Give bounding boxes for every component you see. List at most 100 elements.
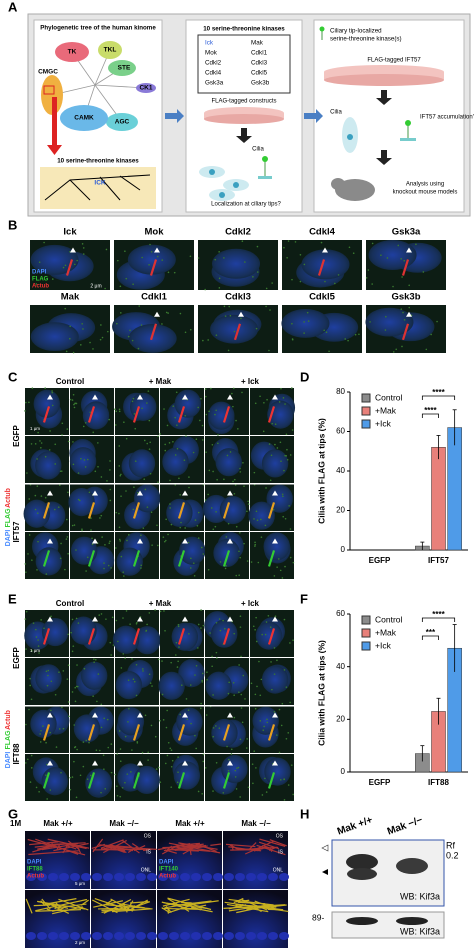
speckle [156,524,158,527]
speckle [66,536,69,538]
speckle [28,498,31,500]
label: 0.2 [446,850,459,860]
row-label: IFT57 [12,521,21,542]
channel-label: DAPI [5,752,12,769]
speckle [73,406,76,409]
mouse [331,178,345,190]
cilium [177,724,186,741]
speckle [251,763,254,765]
cilium [132,502,141,519]
speckle [287,240,290,242]
speckle [117,259,119,262]
tree [119,175,141,191]
speckle [212,727,215,729]
speckle [215,621,218,624]
speckle [197,647,199,649]
speckle [36,512,39,514]
speckle [115,511,118,514]
speckle [280,724,283,727]
label: Localization at ciliary tips? [211,202,281,208]
speckle [115,410,118,413]
speckle [177,623,180,626]
segment [121,839,140,854]
speckle [149,472,152,475]
bracket [421,413,439,418]
speckle [55,746,58,748]
speckle [81,529,83,532]
speckle [164,629,166,632]
speckle [250,561,253,563]
shape [60,105,108,131]
speckle [71,618,74,621]
arrowhead [47,394,53,400]
kinase-group: TKL [104,47,117,54]
micrograph [25,831,90,889]
speckle [29,677,31,680]
marker [321,844,329,852]
speckle [320,241,323,244]
speckle [107,746,110,749]
cilium [222,772,231,789]
segment [228,898,274,906]
arrowhead [227,490,233,496]
speckle [219,629,222,632]
speckle [215,409,217,412]
speckle [46,798,48,800]
kinase-group: AGC [115,119,130,126]
speckle [217,442,219,445]
arrowhead [238,311,244,317]
speckle [99,517,101,519]
y-tick-label: 40 [336,662,345,671]
speckle [281,493,284,496]
speckle [161,323,163,325]
speckle [45,670,48,673]
speckle [72,351,75,354]
speckle [61,422,64,425]
speckle [133,413,136,415]
arrowhead [137,538,143,544]
speckle [174,416,176,419]
nucleus [158,671,185,700]
speckle [170,523,173,526]
speckle [200,546,203,549]
speckle [284,517,287,520]
speckle [150,511,153,514]
band [396,917,428,925]
speckle [164,449,167,452]
segment [92,848,152,851]
speckle [101,536,103,538]
speckle [167,312,169,314]
band [346,854,378,870]
speckle [127,335,130,338]
panel-label: C [8,369,18,384]
speckle [26,758,29,761]
speckle [76,259,78,262]
speckle [30,649,33,652]
arrowhead [227,712,233,718]
speckle [62,670,65,672]
speckle [240,707,243,709]
speckle [227,769,230,772]
segment [167,848,199,852]
speckle [159,719,161,722]
nucleus [212,248,261,279]
speckle [255,640,258,643]
label: Ciliary tip-localized [330,28,382,35]
speckle [131,749,133,751]
speckle [67,664,70,667]
nucleus [210,314,259,344]
speckle [146,442,149,445]
speckle [136,491,139,494]
nucleus [263,532,290,561]
speckle [188,486,190,489]
cilium [42,502,51,519]
speckle [44,455,47,458]
layer-label: OS [144,833,152,839]
speckle [273,647,276,649]
speckle [76,664,78,666]
speckle [110,743,113,745]
speckle [61,706,63,709]
speckle [120,312,122,314]
micrograph [157,890,222,948]
arrow [376,98,392,105]
